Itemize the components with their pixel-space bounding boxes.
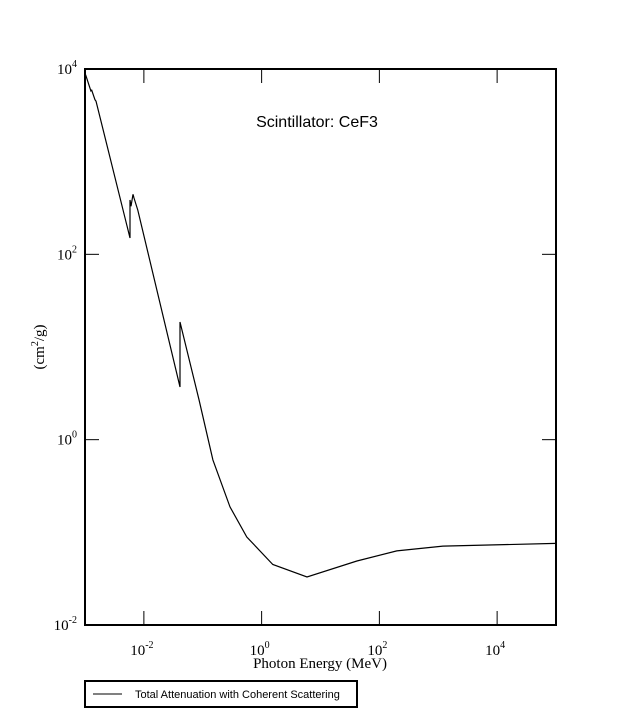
y-tick-label: 104 bbox=[57, 59, 77, 78]
legend-entry: Total Attenuation with Coherent Scatteri… bbox=[135, 689, 340, 701]
y-tick-label: 102 bbox=[57, 244, 77, 263]
plot-frame bbox=[84, 68, 557, 626]
x-tick-label: 102 bbox=[367, 640, 387, 659]
x-tick-label: 100 bbox=[250, 640, 270, 659]
chart-title: Scintillator: CeF3 bbox=[256, 114, 378, 131]
legend: Total Attenuation with Coherent Scatteri… bbox=[84, 680, 358, 708]
x-tick-label: 10-2 bbox=[130, 640, 153, 659]
x-axis-label: Photon Energy (MeV) bbox=[253, 656, 387, 672]
x-tick-label: 104 bbox=[485, 640, 505, 659]
y-axis-label: (cm2/g) bbox=[30, 325, 48, 370]
series-line bbox=[84, 72, 557, 578]
legend-box bbox=[84, 680, 358, 708]
y-tick-label: 10-2 bbox=[54, 615, 77, 634]
y-tick-label: 100 bbox=[57, 430, 77, 449]
